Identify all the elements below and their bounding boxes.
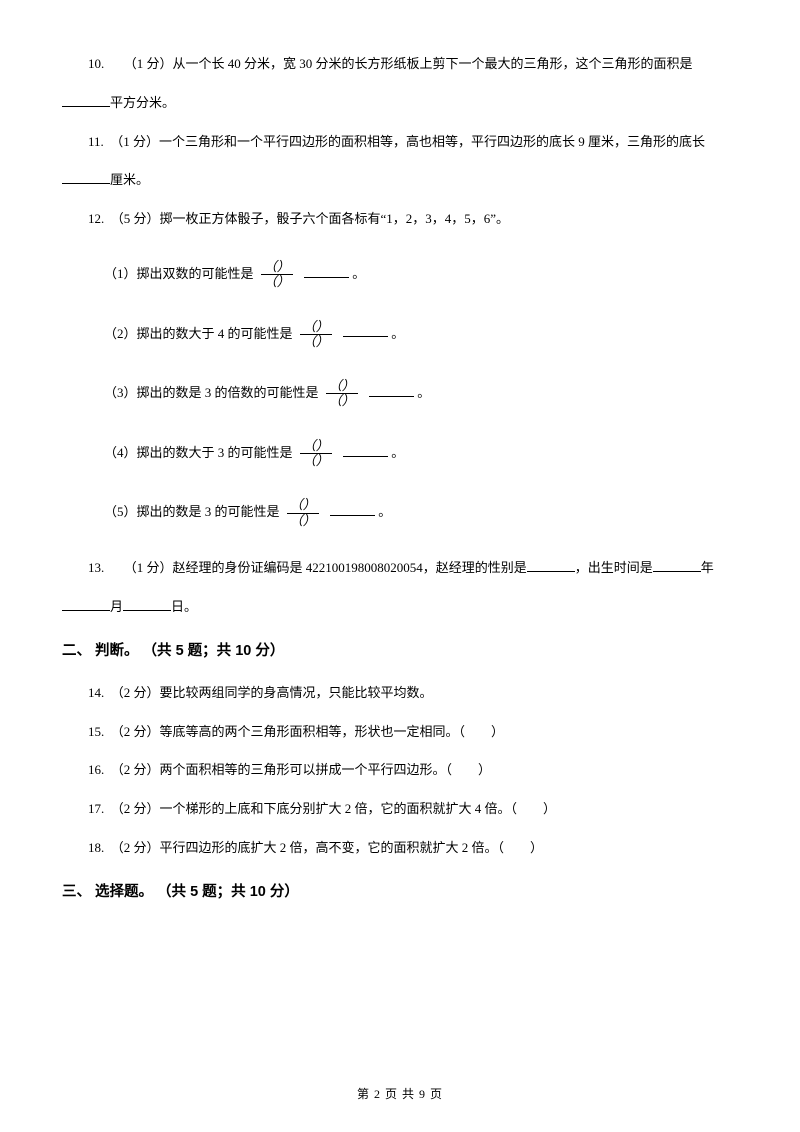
q12-s2-tail: 。 — [388, 325, 404, 340]
fraction-icon[interactable]: （）（） — [326, 379, 358, 409]
frac-num: （） — [287, 498, 319, 513]
q12-sub4: （4）掷出的数大于 3 的可能性是 （）（） 。 — [104, 439, 738, 469]
fraction-icon[interactable]: （）（） — [300, 320, 332, 350]
frac-den: （） — [261, 275, 293, 289]
q11-text: 11. （1 分）一个三角形和一个平行四边形的面积相等，高也相等，平行四边形的底… — [88, 134, 705, 149]
q12-head: 12. （5 分）掷一枚正方体骰子，骰子六个面各标有“1，2，3，4，5，6”。 — [88, 211, 509, 226]
q10-text: 10. （1 分）从一个长 40 分米，宽 30 分米的长方形纸板上剪下一个最大… — [88, 56, 693, 71]
question-15: 15. （2 分）等底等高的两个三角形面积相等，形状也一定相同。（ ） — [62, 722, 738, 743]
question-10: 10. （1 分）从一个长 40 分米，宽 30 分米的长方形纸板上剪下一个最大… — [62, 54, 738, 75]
frac-den: （） — [300, 454, 332, 468]
q13-b: ，出生时间是 — [575, 560, 653, 575]
q12-s5-tail: 。 — [375, 504, 391, 519]
q12-sub2: （2）掷出的数大于 4 的可能性是 （）（） 。 — [104, 320, 738, 350]
q12-s3-tail: 。 — [414, 385, 430, 400]
q12-s2-pre: （2）掷出的数大于 4 的可能性是 — [104, 325, 293, 340]
q13-c: 年 — [701, 560, 714, 575]
q13-blank-year[interactable] — [653, 559, 701, 572]
q12-s5-pre: （5）掷出的数是 3 的可能性是 — [104, 504, 280, 519]
q12-sub3: （3）掷出的数是 3 的倍数的可能性是 （）（） 。 — [104, 379, 738, 409]
q13-d: 月 — [110, 599, 123, 614]
question-16: 16. （2 分）两个面积相等的三角形可以拼成一个平行四边形。（ ） — [62, 760, 738, 781]
q12-s3-blank[interactable] — [369, 384, 414, 397]
q12-s4-tail: 。 — [388, 445, 404, 460]
question-17: 17. （2 分）一个梯形的上底和下底分别扩大 2 倍，它的面积就扩大 4 倍。… — [62, 799, 738, 820]
q13-e: 日。 — [171, 599, 197, 614]
q11-unit: 厘米。 — [110, 172, 149, 187]
question-10-line2: 平方分米。 — [62, 93, 738, 114]
q13-a: 13. （1 分）赵经理的身份证编码是 422100198008020054，赵… — [88, 560, 527, 575]
question-14: 14. （2 分）要比较两组同学的身高情况，只能比较平均数。 — [62, 683, 738, 704]
q12-sub1: （1）掷出双数的可能性是 （）（） 。 — [104, 260, 738, 290]
fraction-icon[interactable]: （）（） — [287, 498, 319, 528]
q12-s4-pre: （4）掷出的数大于 3 的可能性是 — [104, 445, 293, 460]
q13-blank-day[interactable] — [123, 598, 171, 611]
question-11: 11. （1 分）一个三角形和一个平行四边形的面积相等，高也相等，平行四边形的底… — [62, 132, 738, 153]
question-13-line2: 月 日。 — [62, 597, 738, 618]
q12-sub5: （5）掷出的数是 3 的可能性是 （）（） 。 — [104, 498, 738, 528]
q12-s1-blank[interactable] — [304, 265, 349, 278]
q13-blank-month[interactable] — [62, 598, 110, 611]
question-11-line2: 厘米。 — [62, 170, 738, 191]
frac-den: （） — [287, 514, 319, 528]
section-2-title: 二、 判断。 （共 5 题；共 10 分） — [62, 640, 738, 663]
fraction-icon[interactable]: （）（） — [300, 439, 332, 469]
q12-s5-blank[interactable] — [330, 503, 375, 516]
frac-num: （） — [261, 260, 293, 275]
frac-den: （） — [300, 335, 332, 349]
q11-blank[interactable] — [62, 171, 110, 184]
question-13: 13. （1 分）赵经理的身份证编码是 422100198008020054，赵… — [62, 558, 738, 579]
q12-s4-blank[interactable] — [343, 444, 388, 457]
frac-num: （） — [300, 320, 332, 335]
q12-s1-tail: 。 — [349, 266, 365, 281]
frac-num: （） — [300, 439, 332, 454]
question-18: 18. （2 分）平行四边形的底扩大 2 倍，高不变，它的面积就扩大 2 倍。（… — [62, 838, 738, 859]
fraction-icon[interactable]: （）（） — [261, 260, 293, 290]
section-3-title: 三、 选择题。 （共 5 题；共 10 分） — [62, 881, 738, 904]
q10-blank[interactable] — [62, 94, 110, 107]
question-12: 12. （5 分）掷一枚正方体骰子，骰子六个面各标有“1，2，3，4，5，6”。 — [62, 209, 738, 230]
q10-unit: 平方分米。 — [110, 95, 175, 110]
q13-blank-gender[interactable] — [527, 559, 575, 572]
frac-num: （） — [326, 379, 358, 394]
q12-s3-pre: （3）掷出的数是 3 的倍数的可能性是 — [104, 385, 319, 400]
q12-s2-blank[interactable] — [343, 324, 388, 337]
q12-s1-pre: （1）掷出双数的可能性是 — [104, 266, 254, 281]
frac-den: （） — [326, 394, 358, 408]
page-footer: 第 2 页 共 9 页 — [0, 1085, 800, 1104]
